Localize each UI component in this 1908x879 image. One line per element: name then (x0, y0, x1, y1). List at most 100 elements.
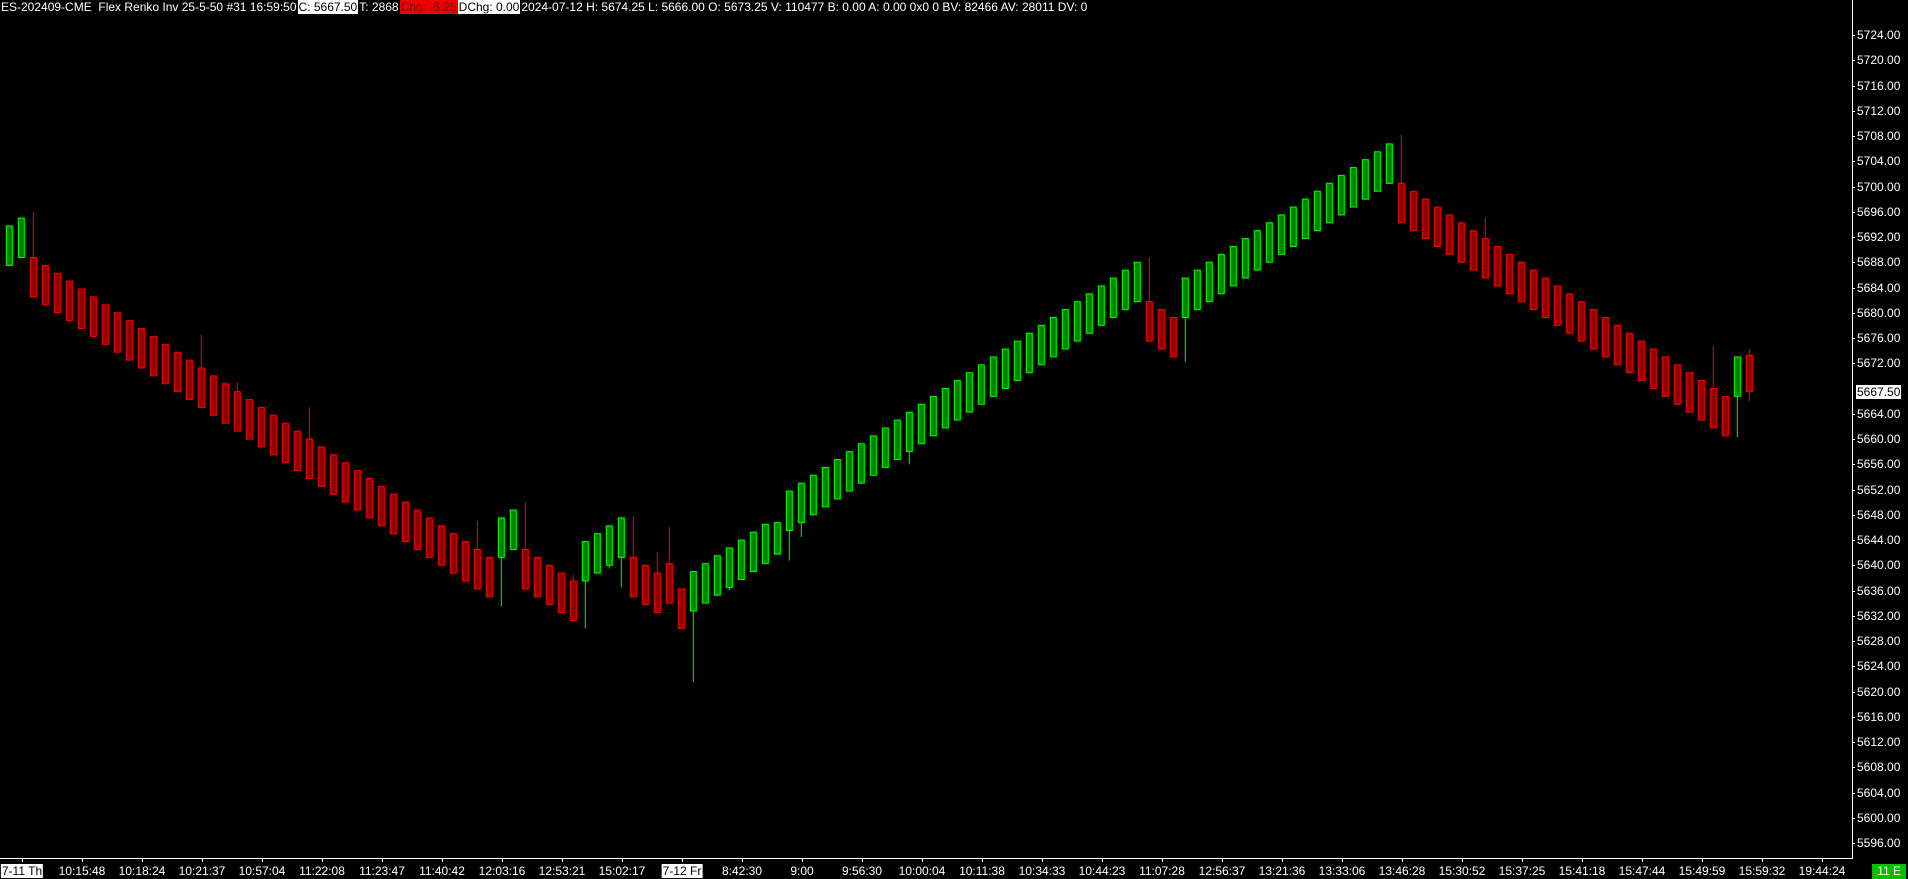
up-bar[interactable] (1109, 277, 1117, 318)
up-bar[interactable] (917, 403, 925, 445)
down-bar[interactable] (1661, 356, 1669, 397)
up-bar[interactable] (497, 517, 505, 558)
up-bar[interactable] (737, 539, 745, 580)
down-bar[interactable] (281, 422, 289, 464)
up-bar[interactable] (689, 571, 697, 612)
up-bar[interactable] (701, 563, 709, 604)
down-bar[interactable] (1517, 261, 1525, 303)
down-bar[interactable] (125, 320, 133, 361)
down-bar[interactable] (1505, 253, 1513, 295)
down-bar[interactable] (437, 525, 445, 566)
down-bar[interactable] (77, 288, 85, 330)
down-bar[interactable] (1457, 222, 1465, 263)
up-bar[interactable] (905, 411, 913, 453)
down-bar[interactable] (1529, 269, 1537, 311)
down-bar[interactable] (173, 351, 181, 393)
up-bar[interactable] (509, 509, 517, 550)
down-bar[interactable] (569, 580, 577, 621)
up-bar[interactable] (1025, 332, 1033, 374)
down-bar[interactable] (89, 296, 97, 337)
down-bar[interactable] (413, 509, 421, 550)
up-bar[interactable] (1121, 269, 1129, 311)
up-bar[interactable] (617, 517, 625, 558)
up-bar[interactable] (929, 395, 937, 437)
down-bar[interactable] (29, 257, 37, 298)
down-bar[interactable] (1745, 354, 1753, 393)
down-bar[interactable] (1721, 395, 1729, 437)
up-bar[interactable] (797, 482, 805, 524)
up-bar[interactable] (1073, 301, 1081, 342)
down-bar[interactable] (557, 572, 565, 614)
up-bar[interactable] (1205, 261, 1213, 303)
up-bar[interactable] (1733, 356, 1741, 397)
up-bar[interactable] (1313, 190, 1321, 232)
up-bar[interactable] (1133, 261, 1141, 303)
up-bar[interactable] (1385, 143, 1393, 184)
down-bar[interactable] (425, 517, 433, 558)
down-bar[interactable] (65, 280, 73, 322)
up-bar[interactable] (893, 419, 901, 461)
down-bar[interactable] (1541, 277, 1549, 318)
up-bar[interactable] (1193, 269, 1201, 311)
down-bar[interactable] (1709, 388, 1717, 429)
down-bar[interactable] (665, 563, 673, 604)
up-bar[interactable] (1325, 182, 1333, 224)
up-bar[interactable] (713, 555, 721, 596)
down-bar[interactable] (1445, 214, 1453, 255)
down-bar[interactable] (149, 335, 157, 377)
down-bar[interactable] (1613, 324, 1621, 366)
down-bar[interactable] (377, 485, 385, 527)
down-bar[interactable] (389, 493, 397, 535)
up-bar[interactable] (845, 451, 853, 492)
up-bar[interactable] (581, 541, 589, 582)
down-bar[interactable] (1589, 309, 1597, 350)
up-bar[interactable] (1289, 206, 1297, 247)
up-bar[interactable] (593, 533, 601, 574)
down-bar[interactable] (137, 328, 145, 369)
down-bar[interactable] (197, 367, 205, 408)
up-bar[interactable] (1337, 174, 1345, 216)
down-bar[interactable] (1481, 238, 1489, 279)
down-bar[interactable] (257, 406, 265, 448)
up-bar[interactable] (1085, 293, 1093, 334)
up-bar[interactable] (1301, 198, 1309, 240)
down-bar[interactable] (317, 446, 325, 487)
up-bar[interactable] (1277, 214, 1285, 255)
up-bar[interactable] (1217, 253, 1225, 295)
up-bar[interactable] (1181, 277, 1189, 318)
down-bar[interactable] (353, 470, 361, 511)
down-bar[interactable] (53, 272, 61, 314)
up-bar[interactable] (989, 356, 997, 397)
down-bar[interactable] (1493, 245, 1501, 287)
down-bar[interactable] (245, 399, 253, 440)
down-bar[interactable] (329, 454, 337, 495)
up-bar[interactable] (17, 217, 25, 259)
down-bar[interactable] (449, 533, 457, 574)
down-bar[interactable] (1553, 285, 1561, 326)
down-bar[interactable] (461, 541, 469, 582)
up-bar[interactable] (809, 474, 817, 516)
down-bar[interactable] (653, 572, 661, 614)
up-bar[interactable] (881, 427, 889, 468)
down-bar[interactable] (545, 564, 553, 606)
up-bar[interactable] (1241, 238, 1249, 279)
up-bar[interactable] (1097, 285, 1105, 326)
up-bar[interactable] (1349, 167, 1357, 208)
down-bar[interactable] (221, 383, 229, 424)
down-bar[interactable] (401, 501, 409, 543)
down-bar[interactable] (1397, 182, 1405, 224)
down-bar[interactable] (473, 548, 481, 590)
down-bar[interactable] (1577, 301, 1585, 342)
down-bar[interactable] (1685, 372, 1693, 413)
up-bar[interactable] (953, 380, 961, 421)
up-bar[interactable] (1373, 151, 1381, 192)
down-bar[interactable] (1637, 340, 1645, 382)
up-bar[interactable] (749, 531, 757, 573)
down-bar[interactable] (341, 462, 349, 503)
down-bar[interactable] (1565, 293, 1573, 334)
down-bar[interactable] (1169, 316, 1177, 358)
up-bar[interactable] (1229, 245, 1237, 287)
down-bar[interactable] (1145, 301, 1153, 342)
down-bar[interactable] (629, 556, 637, 598)
down-bar[interactable] (677, 588, 685, 629)
